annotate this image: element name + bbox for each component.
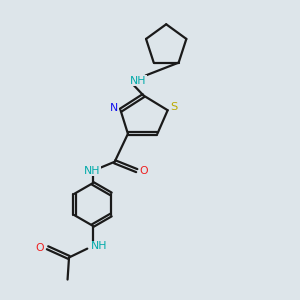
Text: O: O: [36, 243, 44, 253]
Text: O: O: [140, 166, 148, 176]
Text: N: N: [110, 103, 118, 113]
Text: NH: NH: [91, 241, 107, 251]
Text: S: S: [170, 102, 178, 112]
Text: NH: NH: [130, 76, 146, 86]
Text: NH: NH: [84, 166, 100, 176]
